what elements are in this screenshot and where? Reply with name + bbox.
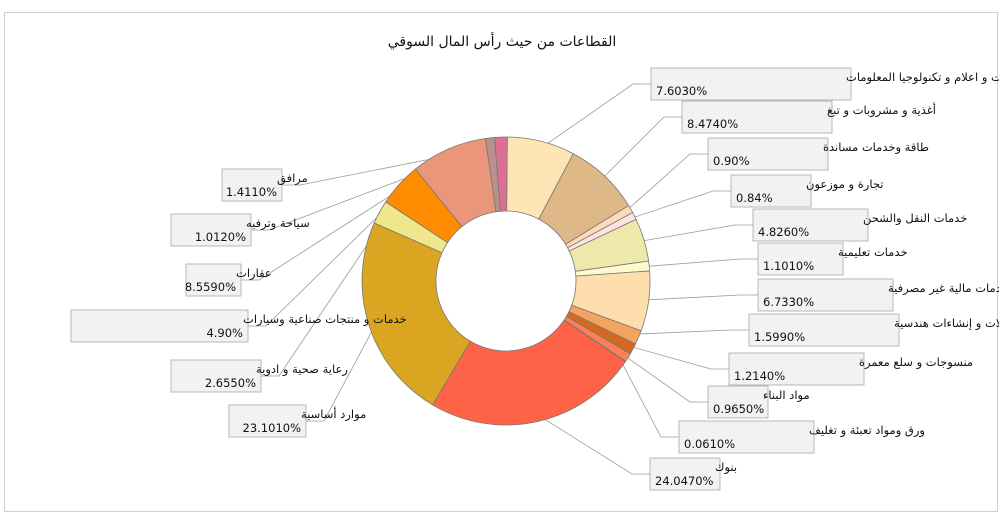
data-label-box: [678, 420, 815, 454]
leader-line: [248, 189, 406, 327]
slice-value: 1.0120%: [195, 230, 246, 244]
slice-value: 8.4740%: [687, 117, 738, 131]
data-label: خدمات مالية غير مصرفية 6.7330%: [757, 278, 999, 312]
slice-value: 7.6030%: [656, 84, 707, 98]
data-label: مقاولات و إنشاءات هندسية 1.5990%: [748, 313, 999, 347]
data-label: أغذية و مشروبات و تبغ 8.4740%: [681, 100, 936, 134]
leader-line: [623, 153, 708, 214]
data-label-box: [185, 263, 242, 297]
pie-slice: [361, 222, 471, 406]
leader-line: [598, 116, 682, 183]
slice-value: 6.7330%: [763, 295, 814, 309]
pie-slice: [432, 319, 626, 426]
slice-label: طاقة وخدمات مساندة: [823, 140, 929, 155]
leader-line: [636, 224, 753, 243]
slice-value: 1.5990%: [754, 330, 805, 344]
leader-line: [641, 258, 758, 268]
slice-label: خدمات مالية غير مصرفية: [888, 281, 999, 296]
data-label-box: [70, 309, 249, 343]
data-label: اتصالات و اعلام و تكنولوجيا المعلومات 7.6…: [650, 67, 999, 101]
slice-label: خدمات تعليمية: [838, 245, 908, 259]
pie-slice: [494, 136, 508, 212]
data-label-box: [228, 404, 307, 438]
slice-value: 8.5590%: [185, 280, 236, 294]
data-label-box: [757, 278, 894, 312]
data-label: منسوجات و سلع معمرة 1.2140%: [728, 352, 973, 386]
data-label: خدمات تعليمية 1.1010%: [757, 242, 908, 276]
data-label-box: [170, 213, 252, 247]
data-label-box: [707, 385, 769, 419]
slice-value: 1.2140%: [734, 369, 785, 383]
leader-line: [261, 215, 387, 377]
slice-label: موارد أساسية: [301, 406, 366, 422]
data-label: ورق ومواد تعبئة و تغليف 0.0610%: [678, 420, 925, 454]
data-label: طاقة وخدمات مساندة 0.90%: [707, 137, 929, 171]
data-label-box: [221, 168, 283, 202]
data-label-box: [752, 208, 869, 242]
data-label-box: [730, 174, 812, 208]
slice-value: 0.9650%: [713, 402, 764, 416]
leader-line: [627, 190, 731, 220]
slice-label: ورق ومواد تعبئة و تغليف: [809, 423, 925, 438]
slice-label: سياحة وترفيه: [246, 216, 310, 231]
slice-label: مواد البناء: [763, 388, 810, 403]
slice-value: 2.6550%: [205, 376, 256, 390]
slice-label: خدمات و منتجات صناعية وسيارات: [243, 312, 407, 327]
data-label-box: [650, 67, 852, 101]
leader-line: [535, 413, 650, 475]
slice-value: 0.0610%: [684, 437, 735, 451]
slice-label: عقارات: [236, 266, 272, 281]
data-label-box: [707, 137, 829, 171]
donut-chart: القطاعات من حيث رأس المال السوقي اتصالات…: [70, 32, 999, 491]
slice-label: منسوجات و سلع معمرة: [859, 355, 973, 370]
data-label: تجارة و موزعون 0.84%: [730, 174, 883, 208]
slice-label: اتصالات و اعلام و تكنولوجيا المعلومات: [846, 70, 999, 85]
slice-label: بنوك: [715, 460, 737, 475]
slice-value: 0.90%: [713, 154, 750, 168]
slice-label: مقاولات و إنشاءات هندسية: [894, 316, 999, 331]
slice-value: 0.84%: [736, 191, 773, 205]
leader-line: [618, 356, 679, 438]
data-label-box: [748, 313, 900, 347]
slice-label: مرافق: [277, 171, 308, 186]
slice-value: 24.0470%: [655, 474, 714, 488]
slice-label: خدمات النقل والشحن: [863, 211, 967, 226]
leader-line: [631, 329, 749, 335]
slice-value: 4.8260%: [758, 225, 809, 239]
data-label: خدمات النقل والشحن 4.8260%: [752, 208, 967, 242]
leader-line: [306, 322, 377, 422]
slice-value: 1.4110%: [226, 185, 277, 199]
slice-value: 23.1010%: [243, 421, 302, 435]
slice-label: رعاية صحية و ادوية: [256, 362, 348, 377]
chart-title: القطاعات من حيث رأس المال السوقي: [388, 32, 616, 50]
data-label-box: [728, 352, 865, 386]
leader-line: [620, 352, 708, 403]
leader-line: [625, 344, 729, 370]
leader-line: [241, 156, 452, 281]
chart-frame: القطاعات من حيث رأس المال السوقي اتصالات…: [4, 12, 999, 512]
data-label-box: [681, 100, 833, 134]
data-label-box: [649, 457, 721, 491]
slice-value: 1.1010%: [763, 259, 814, 273]
slice-value: 4.90%: [206, 326, 243, 340]
data-label-box: [170, 359, 262, 393]
slice-label: تجارة و موزعون: [806, 177, 883, 192]
slice-label: أغذية و مشروبات و تبغ: [827, 102, 936, 118]
leader-line: [539, 83, 651, 150]
data-label-box: [757, 242, 844, 276]
leader-line: [640, 294, 758, 301]
